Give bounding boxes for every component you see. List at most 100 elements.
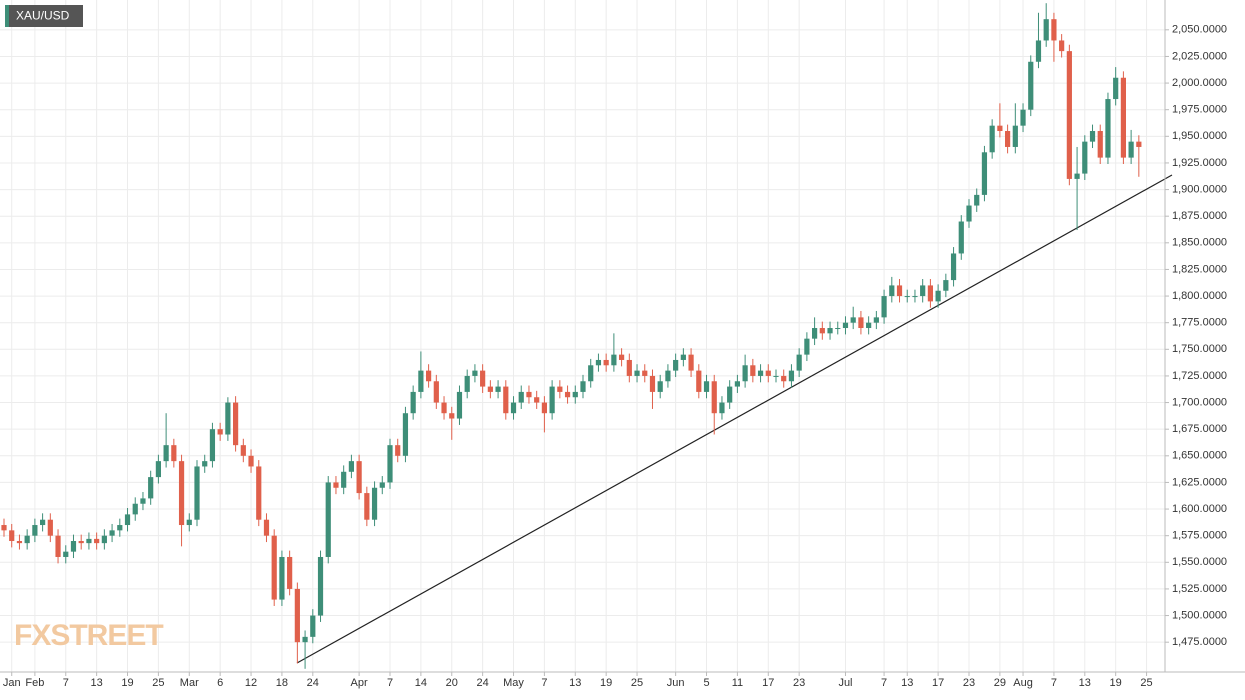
candle-body	[1120, 77, 1126, 158]
candle-body	[24, 535, 30, 544]
symbol-box	[5, 5, 83, 27]
candle-body	[449, 413, 455, 419]
x-tick-label: 25	[631, 677, 643, 689]
y-tick-label: 1,650.0000	[1172, 450, 1227, 462]
candle-body	[503, 386, 509, 414]
candle-body	[86, 538, 92, 544]
watermark: FXSTREET	[14, 619, 163, 652]
x-tick-label: 7	[387, 677, 393, 689]
x-tick-label: Feb	[25, 677, 44, 689]
y-tick-label: 1,750.0000	[1172, 343, 1227, 355]
y-tick-label: 1,675.0000	[1172, 423, 1227, 435]
y-tick-label: 1,875.0000	[1172, 210, 1227, 222]
candle-body	[603, 359, 609, 366]
x-tick-label: 19	[600, 677, 612, 689]
candle-body	[140, 498, 146, 504]
candle-body	[958, 221, 964, 254]
candle-body	[1059, 40, 1065, 52]
x-tick-label: 5	[703, 677, 709, 689]
candle-body	[495, 386, 501, 392]
candle-body	[40, 519, 46, 526]
candle-body	[742, 365, 748, 382]
candle-body	[217, 429, 223, 435]
y-tick-label: 1,725.0000	[1172, 370, 1227, 382]
chart-title: XAU/USD	[16, 9, 70, 23]
candle-body	[889, 285, 895, 297]
candle-body	[1051, 19, 1057, 41]
candle-body	[966, 205, 972, 222]
candle-body	[588, 365, 594, 382]
y-tick-label: 1,575.0000	[1172, 530, 1227, 542]
candle-body	[55, 535, 61, 557]
candle-body	[302, 636, 308, 643]
candle-body	[781, 375, 787, 382]
candle-body	[109, 530, 115, 536]
candle-body	[310, 615, 316, 637]
candle-body	[209, 429, 216, 462]
x-tick-label: 13	[901, 677, 913, 689]
candle-body	[711, 381, 717, 414]
candle-body	[804, 338, 810, 355]
candle-body	[696, 370, 702, 392]
candle-body	[32, 525, 38, 536]
candle-body	[981, 152, 988, 195]
candle-body	[595, 359, 602, 366]
candle-body	[333, 482, 339, 488]
candle-body	[402, 413, 409, 456]
x-tick-label: 23	[963, 677, 975, 689]
candle-body	[356, 461, 362, 494]
x-tick-label: 25	[1140, 677, 1152, 689]
symbol-accent	[5, 5, 9, 27]
candle-body	[1128, 141, 1134, 158]
candle-body	[1097, 130, 1103, 158]
candle-body	[703, 381, 710, 392]
candle-body	[480, 370, 486, 387]
candle-body	[734, 381, 740, 387]
candle-body	[94, 538, 100, 544]
candle-body	[534, 397, 540, 403]
candle-body	[1012, 125, 1018, 147]
candle-body	[1089, 130, 1096, 142]
candle-body	[186, 519, 192, 526]
candle-body	[47, 519, 53, 536]
candle-body	[541, 402, 547, 414]
candle-body	[773, 375, 779, 377]
x-tick-label: 13	[91, 677, 103, 689]
grid-layer	[0, 0, 1165, 672]
candle-body	[16, 541, 23, 544]
candle-body	[456, 391, 463, 419]
candles	[1, 3, 1142, 669]
candle-body	[580, 381, 586, 392]
y-tick-label: 1,850.0000	[1172, 237, 1227, 249]
x-tick-label: 19	[121, 677, 133, 689]
candle-body	[287, 556, 293, 589]
candle-body	[263, 519, 270, 536]
candle-body	[248, 455, 254, 467]
candle-body	[364, 493, 370, 520]
x-tick-label: 6	[217, 677, 223, 689]
candle-body	[1105, 99, 1111, 158]
candle-body	[194, 466, 200, 520]
candle-body	[688, 354, 694, 371]
y-tick-label: 1,625.0000	[1172, 476, 1227, 488]
candle-body	[395, 445, 401, 456]
candle-body	[1082, 141, 1088, 174]
candle-body	[935, 290, 941, 302]
candle-body	[997, 125, 1003, 131]
y-tick-label: 1,900.0000	[1172, 183, 1227, 195]
x-tick-label: 7	[881, 677, 887, 689]
candle-body	[426, 370, 432, 382]
candle-body	[665, 370, 671, 382]
candle-body	[325, 482, 331, 557]
candle-body	[526, 391, 532, 398]
candle-body	[657, 381, 663, 392]
x-tick-label: 29	[994, 677, 1006, 689]
x-tick-label: 17	[762, 677, 774, 689]
candle-body	[70, 541, 77, 552]
x-tick-label: Apr	[351, 677, 368, 689]
candle-body	[1005, 130, 1011, 147]
x-tick-label: 7	[541, 677, 547, 689]
y-tick-label: 2,025.0000	[1172, 50, 1227, 62]
candle-body	[171, 445, 177, 462]
